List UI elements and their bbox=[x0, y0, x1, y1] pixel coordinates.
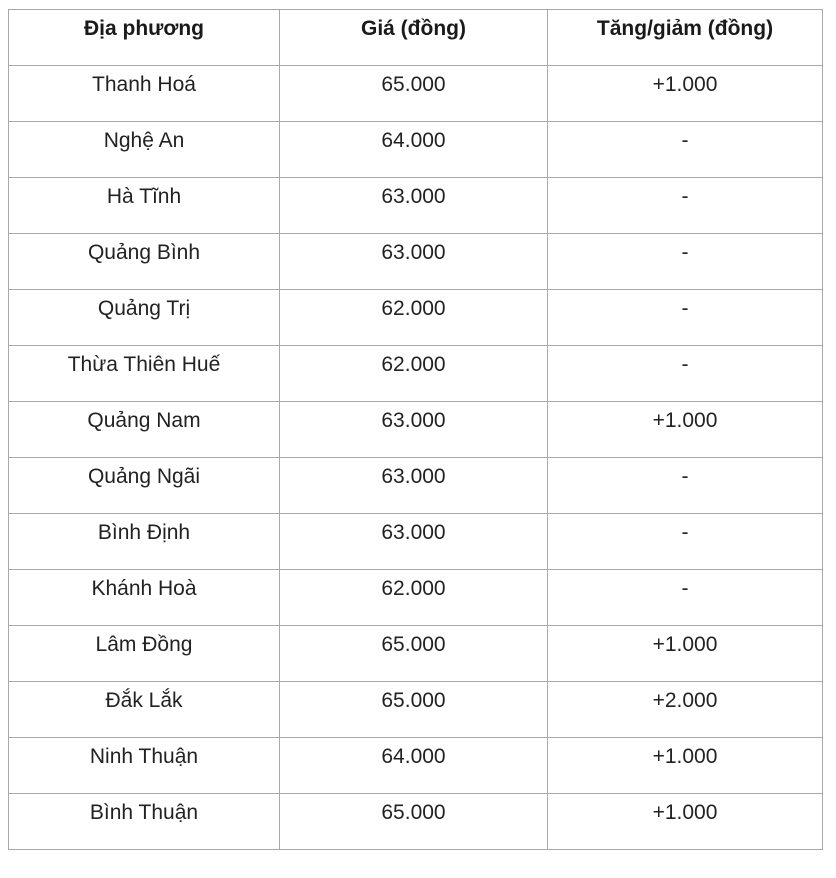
cell-change: - bbox=[547, 177, 823, 234]
cell-region: Quảng Nam bbox=[8, 401, 280, 458]
header-region: Địa phương bbox=[8, 9, 280, 66]
cell-region: Quảng Trị bbox=[8, 289, 280, 346]
cell-price: 62.000 bbox=[279, 289, 548, 346]
table-row: Quảng Trị 62.000- bbox=[8, 289, 823, 346]
table-row: Thừa Thiên Huế 62.000- bbox=[8, 345, 823, 402]
cell-change: +2.000 bbox=[547, 681, 823, 738]
table-row: Quảng Nam 63.000 +1.000 bbox=[8, 401, 823, 458]
cell-change: +1.000 bbox=[547, 793, 823, 850]
cell-price: 63.000 bbox=[279, 457, 548, 514]
cell-region: Thừa Thiên Huế bbox=[8, 345, 280, 402]
cell-region: Bình Định bbox=[8, 513, 280, 570]
header-row: Địa phương Giá (đồng) Tăng/giảm (đồng) bbox=[8, 9, 823, 66]
table-row: Thanh Hoá 65.000 +1.000 bbox=[8, 65, 823, 122]
cell-change: +1.000 bbox=[547, 65, 823, 122]
cell-price: 63.000 bbox=[279, 513, 548, 570]
table-row: Hà Tĩnh 63.000- bbox=[8, 177, 823, 234]
cell-price: 63.000 bbox=[279, 233, 548, 290]
table-row: Đắk Lắk 65.000 +2.000 bbox=[8, 681, 823, 738]
cell-price: 65.000 bbox=[279, 65, 548, 122]
cell-change: - bbox=[547, 233, 823, 290]
cell-region: Hà Tĩnh bbox=[8, 177, 280, 234]
cell-change: - bbox=[547, 457, 823, 514]
cell-price: 62.000 bbox=[279, 569, 548, 626]
cell-price: 65.000 bbox=[279, 681, 548, 738]
cell-region: Đắk Lắk bbox=[8, 681, 280, 738]
cell-change: - bbox=[547, 121, 823, 178]
cell-region: Quảng Ngãi bbox=[8, 457, 280, 514]
cell-region: Bình Thuận bbox=[8, 793, 280, 850]
table-row: Khánh Hoà 62.000- bbox=[8, 569, 823, 626]
table-row: Lâm Đồng 65.000 +1.000 bbox=[8, 625, 823, 682]
cell-price: 65.000 bbox=[279, 793, 548, 850]
cell-price: 62.000 bbox=[279, 345, 548, 402]
cell-price: 63.000 bbox=[279, 401, 548, 458]
header-change: Tăng/giảm (đồng) bbox=[547, 9, 823, 66]
table-row: Quảng Bình 63.000- bbox=[8, 233, 823, 290]
cell-region: Khánh Hoà bbox=[8, 569, 280, 626]
cell-change: - bbox=[547, 569, 823, 626]
cell-price: 65.000 bbox=[279, 625, 548, 682]
table-row: Quảng Ngãi 63.000- bbox=[8, 457, 823, 514]
cell-change: +1.000 bbox=[547, 625, 823, 682]
cell-region: Thanh Hoá bbox=[8, 65, 280, 122]
cell-region: Ninh Thuận bbox=[8, 737, 280, 794]
cell-region: Lâm Đồng bbox=[8, 625, 280, 682]
cell-change: +1.000 bbox=[547, 401, 823, 458]
cell-price: 64.000 bbox=[279, 121, 548, 178]
table-row: Bình Định 63.000- bbox=[8, 513, 823, 570]
header-price: Giá (đồng) bbox=[279, 9, 548, 66]
table-row: Bình Thuận 65.000 +1.000 bbox=[8, 793, 823, 850]
cell-price: 63.000 bbox=[279, 177, 548, 234]
cell-change: - bbox=[547, 289, 823, 346]
cell-change: - bbox=[547, 345, 823, 402]
price-table: Địa phương Giá (đồng) Tăng/giảm (đồng) T… bbox=[8, 9, 823, 850]
cell-change: +1.000 bbox=[547, 737, 823, 794]
cell-region: Quảng Bình bbox=[8, 233, 280, 290]
cell-price: 64.000 bbox=[279, 737, 548, 794]
cell-region: Nghệ An bbox=[8, 121, 280, 178]
table-row: Nghệ An 64.000- bbox=[8, 121, 823, 178]
cell-change: - bbox=[547, 513, 823, 570]
table-row: Ninh Thuận 64.000 +1.000 bbox=[8, 737, 823, 794]
